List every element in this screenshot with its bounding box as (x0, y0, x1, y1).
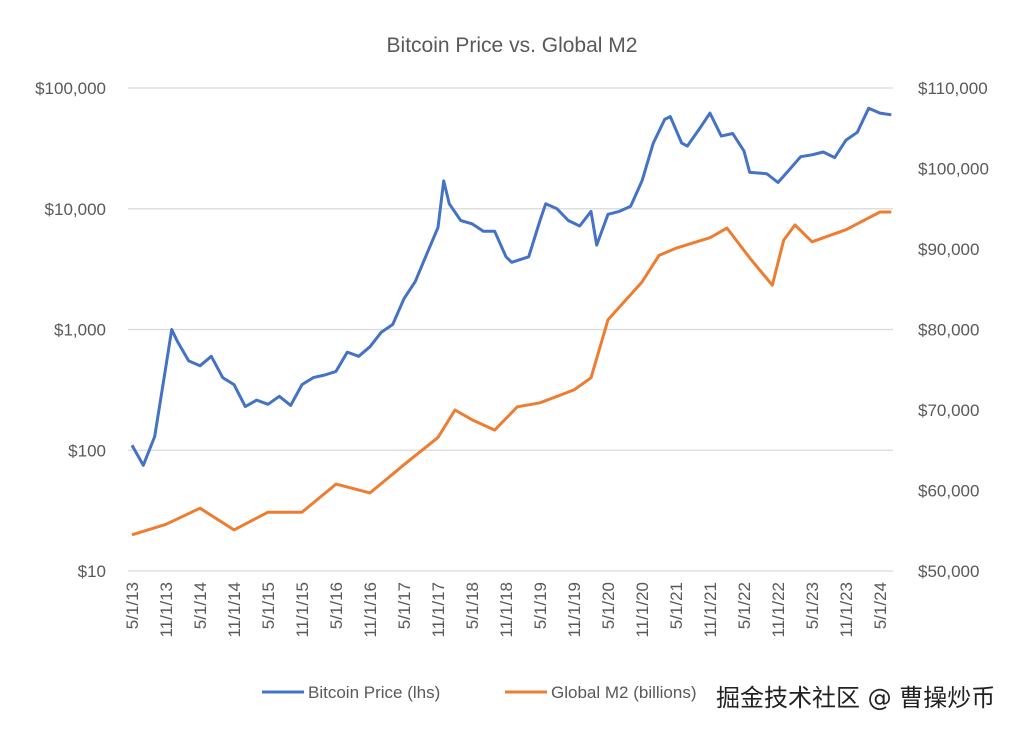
y-right-tick-label: $70,000 (918, 401, 979, 420)
x-tick-label: 5/1/15 (259, 582, 278, 629)
x-tick-label: 11/1/16 (361, 582, 380, 637)
y-right-tick-label: $100,000 (918, 160, 989, 179)
legend-label-bitcoin: Bitcoin Price (lhs) (308, 683, 440, 702)
y-right-tick-label: $90,000 (918, 240, 979, 259)
y-right-tick-label: $80,000 (918, 321, 979, 340)
x-tick-label: 11/1/13 (157, 582, 176, 637)
x-tick-label: 5/1/20 (599, 582, 618, 629)
x-tick-label: 5/1/24 (871, 582, 890, 629)
x-tick-label: 5/1/18 (463, 582, 482, 629)
x-tick-label: 11/1/20 (633, 582, 652, 637)
y-left-tick-label: $100 (68, 441, 106, 460)
x-tick-label: 5/1/14 (191, 582, 210, 629)
x-tick-label: 11/1/17 (429, 582, 448, 637)
y-left-tick-label: $10,000 (45, 200, 106, 219)
watermark: 掘金技术社区 @ 曹操炒币 (716, 684, 996, 712)
x-tick-label: 11/1/14 (225, 582, 244, 637)
y-left-tick-label: $10 (78, 562, 106, 581)
x-tick-label: 5/1/21 (667, 582, 686, 629)
x-tick-label: 11/1/19 (565, 582, 584, 637)
y-right-tick-label: $110,000 (918, 79, 988, 98)
x-tick-label: 11/1/21 (701, 582, 720, 637)
x-tick-label: 5/1/13 (123, 582, 142, 629)
x-tick-label: 5/1/17 (395, 582, 414, 629)
y-left-tick-label: $100,000 (35, 79, 106, 98)
y-right-tick-label: $50,000 (918, 562, 979, 581)
chart-title: Bitcoin Price vs. Global M2 (387, 34, 638, 57)
legend-label-m2: Global M2 (billions) (551, 683, 697, 702)
bitcoin-series-line (130, 106, 892, 467)
x-tick-label: 11/1/23 (837, 582, 856, 637)
y-right-tick-label: $60,000 (918, 482, 979, 501)
y-left-tick-label: $1,000 (54, 321, 106, 340)
x-tick-label: 5/1/22 (735, 582, 754, 629)
x-tick-label: 11/1/18 (497, 582, 516, 637)
x-tick-label: 11/1/15 (293, 582, 312, 637)
x-tick-label: 5/1/19 (531, 582, 550, 629)
x-tick-label: 11/1/22 (769, 582, 788, 637)
x-tick-label: 5/1/16 (327, 582, 346, 629)
x-tick-label: 5/1/23 (803, 582, 822, 629)
